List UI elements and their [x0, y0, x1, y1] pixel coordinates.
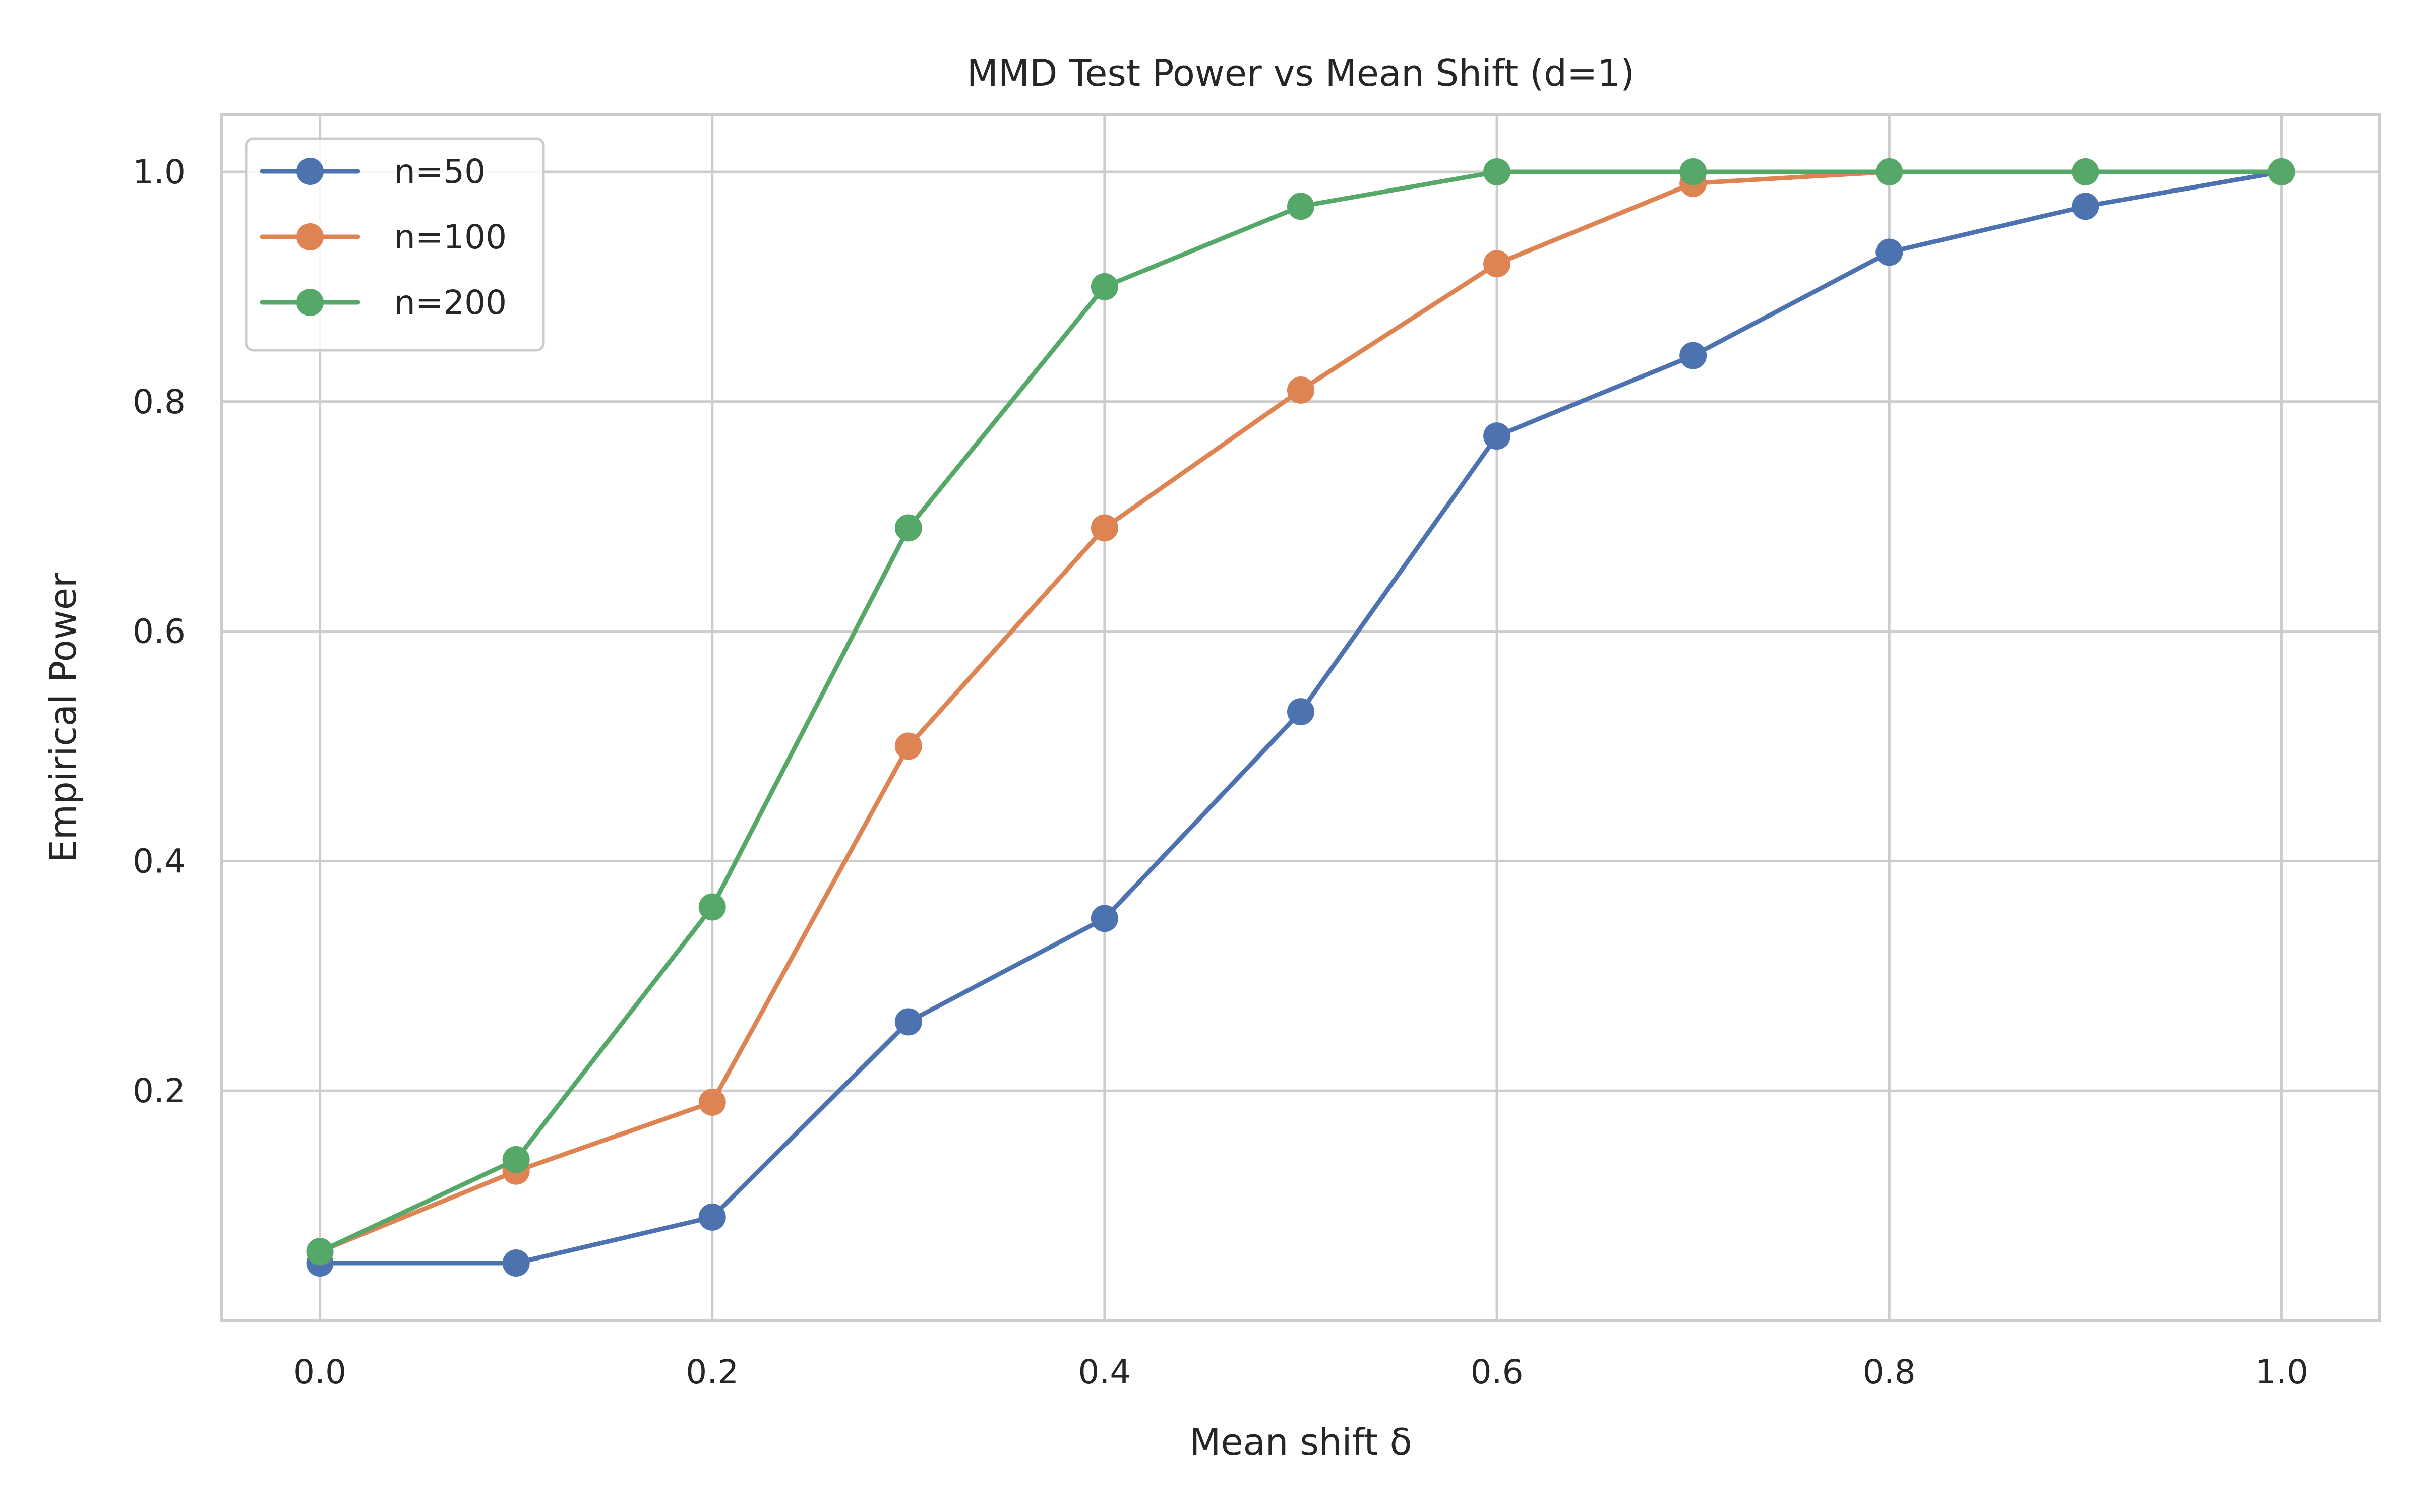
- legend-label: n=50: [394, 152, 486, 191]
- x-axis-label: Mean shift δ: [1189, 1421, 1412, 1463]
- legend-entry: n=100: [260, 218, 507, 257]
- data-point: [894, 732, 922, 760]
- data-point: [1287, 193, 1314, 220]
- data-point: [1091, 514, 1118, 542]
- data-point: [1876, 238, 1903, 266]
- y-tick-label: 0.6: [133, 612, 186, 651]
- x-tick-label: 1.0: [2255, 1353, 2308, 1392]
- series-n=50: [306, 158, 2295, 1277]
- legend-marker: [296, 158, 324, 185]
- legend-marker: [296, 223, 324, 250]
- data-point: [306, 1238, 334, 1266]
- legend-label: n=200: [394, 283, 507, 322]
- y-tick-label: 1.0: [133, 153, 186, 192]
- data-point: [502, 1249, 530, 1277]
- data-point: [1287, 376, 1314, 404]
- data-point: [894, 1008, 922, 1036]
- data-point: [698, 893, 726, 921]
- plot-frame: [220, 113, 2381, 1322]
- x-tick-label: 0.0: [293, 1353, 346, 1392]
- x-tick-label: 0.2: [686, 1353, 739, 1392]
- data-point: [2268, 158, 2295, 185]
- data-point: [1483, 422, 1511, 450]
- data-point: [502, 1146, 530, 1173]
- data-point: [2072, 158, 2099, 185]
- y-tick-label: 0.8: [133, 383, 186, 421]
- data-point: [1091, 905, 1118, 932]
- legend-entry: n=50: [260, 152, 486, 191]
- legend-entry: n=200: [260, 283, 507, 322]
- chart-title: MMD Test Power vs Mean Shift (d=1): [967, 52, 1635, 94]
- data-point: [2072, 193, 2099, 220]
- data-point: [1679, 342, 1707, 369]
- x-tick-label: 0.6: [1471, 1353, 1524, 1392]
- data-point: [1483, 158, 1511, 185]
- data-point: [894, 514, 922, 542]
- data-point: [1679, 158, 1707, 185]
- data-point: [1483, 250, 1511, 278]
- series-group: [306, 158, 2295, 1277]
- data-point: [1876, 158, 1903, 185]
- series-n=200: [306, 158, 2295, 1266]
- legend-marker: [296, 289, 324, 316]
- data-point: [1287, 698, 1314, 726]
- legend: n=50 n=100 n=200: [245, 137, 545, 352]
- data-point: [698, 1203, 726, 1231]
- y-tick-label: 0.2: [133, 1072, 186, 1110]
- data-point: [1091, 273, 1118, 300]
- data-point: [698, 1088, 726, 1116]
- y-tick-labels: 0.2 0.4 0.6 0.8 1.0: [133, 153, 186, 1110]
- x-tick-label: 0.4: [1078, 1353, 1131, 1392]
- y-tick-label: 0.4: [133, 842, 186, 880]
- x-tick-label: 0.8: [1863, 1353, 1916, 1392]
- legend-entries: n=50 n=100 n=200: [260, 152, 507, 322]
- legend-label: n=100: [394, 218, 507, 257]
- y-axis-label: Empirical Power: [42, 573, 84, 863]
- x-tick-labels: 0.0 0.2 0.4 0.6 0.8 1.0: [293, 1353, 2308, 1392]
